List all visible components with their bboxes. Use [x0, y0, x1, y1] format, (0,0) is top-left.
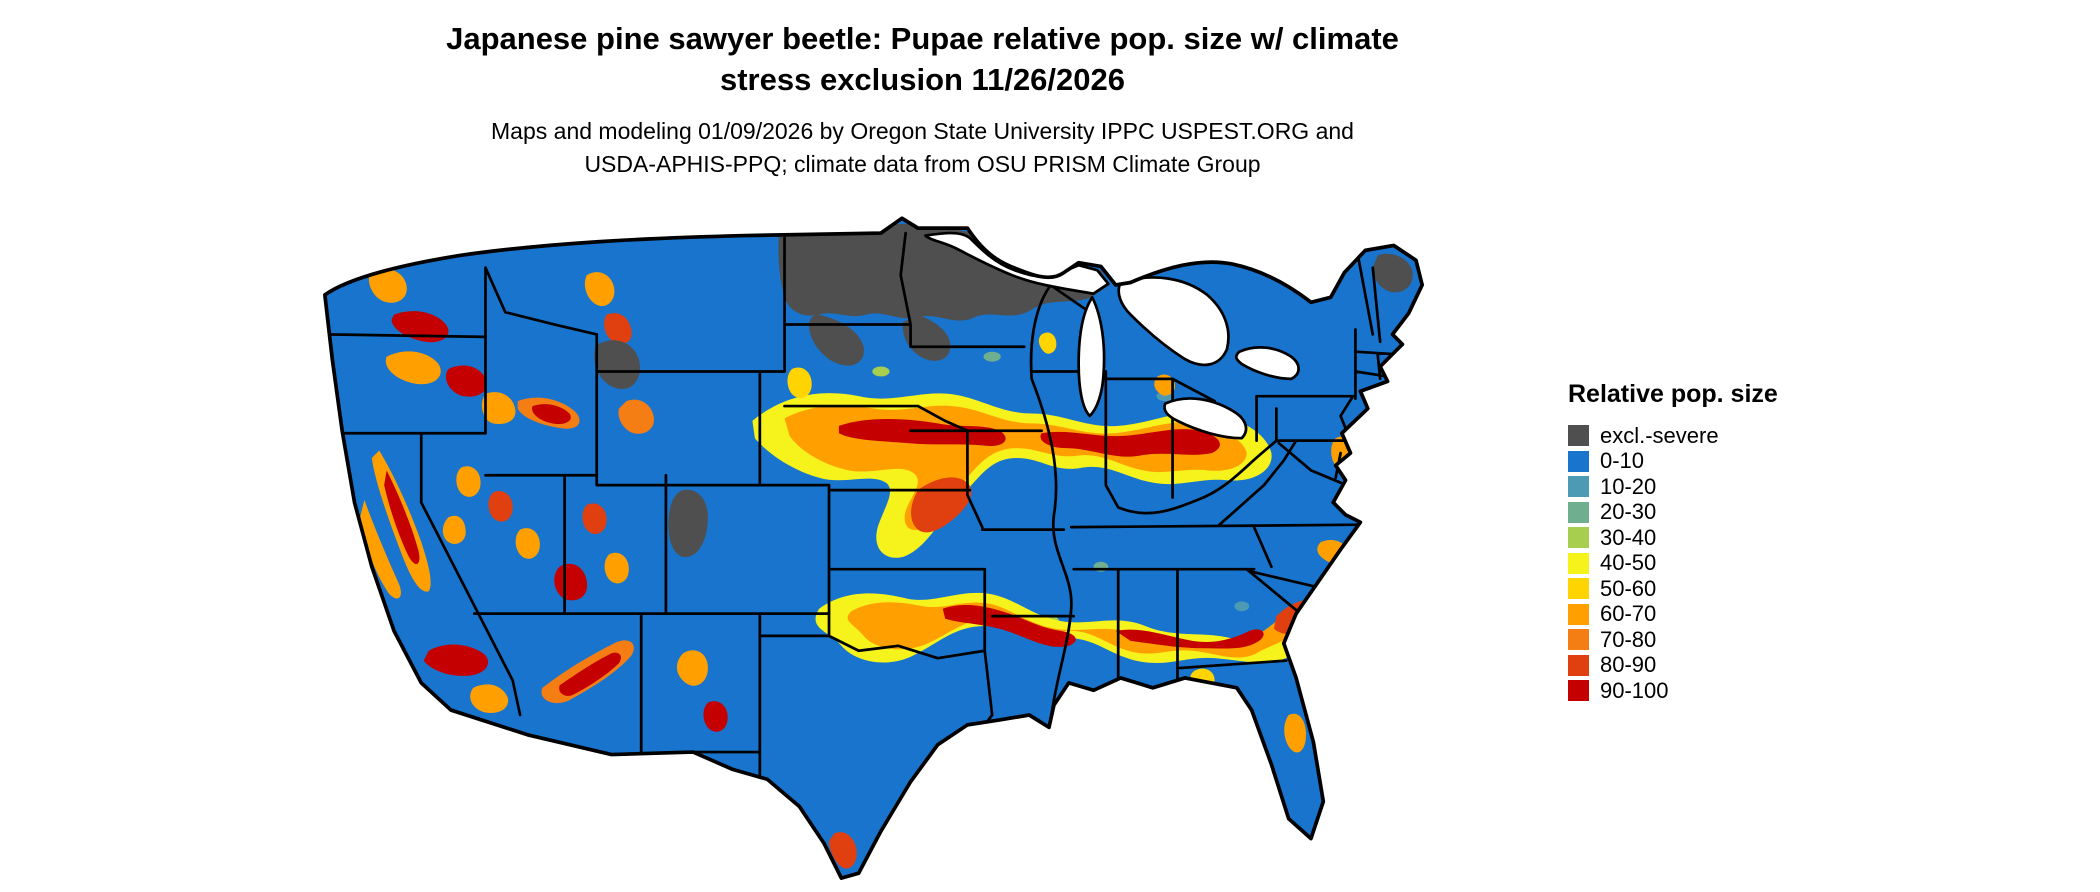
map-subtitle-line-1: Maps and modeling 01/09/2026 by Oregon S…: [491, 118, 1354, 144]
legend-swatch-excl-severe: [1568, 425, 1589, 447]
legend-swatch-70-80: [1568, 629, 1589, 651]
map-header: Japanese pine sawyer beetle: Pupae relat…: [0, 18, 1845, 181]
legend-swatch-90-100: [1568, 680, 1589, 702]
legend-item: 70-80: [1568, 627, 1888, 653]
legend-swatch-60-70: [1568, 603, 1589, 625]
legend-label: 80-90: [1600, 652, 1657, 678]
great-lakes: [924, 231, 1300, 440]
legend-item: 50-60: [1568, 576, 1888, 602]
state-borders: [325, 231, 1397, 781]
legend-swatch-10-20: [1568, 476, 1589, 498]
lake-michigan: [1077, 295, 1106, 418]
legend-title: Relative pop. size: [1568, 380, 1778, 408]
legend-item: excl.-severe: [1568, 423, 1888, 449]
map-region-excl-severe: [594, 223, 1413, 558]
legend-label: 10-20: [1600, 473, 1657, 499]
legend-swatch-80-90: [1568, 654, 1589, 676]
legend-label: 90-100: [1600, 677, 1669, 703]
legend-label: excl.-severe: [1600, 422, 1719, 448]
legend-swatch-40-50: [1568, 552, 1589, 574]
legend-label: 70-80: [1600, 626, 1657, 652]
legend-item: 0-10: [1568, 448, 1888, 475]
lake-ontario: [1234, 346, 1300, 381]
legend-label: 30-40: [1600, 524, 1657, 550]
map-subtitle-line-2: USDA-APHIS-PPQ; climate data from OSU PR…: [584, 151, 1261, 177]
legend-item: 80-90: [1568, 652, 1888, 679]
legend-item: 40-50: [1568, 550, 1888, 577]
legend: Relative pop. size excl.-severe 0-10 10-…: [1568, 380, 1888, 704]
map-region-0-10-base: [324, 218, 1423, 879]
legend-item: 90-100: [1568, 678, 1888, 704]
legend-label: 50-60: [1600, 575, 1657, 601]
legend-label: 20-30: [1600, 499, 1657, 525]
lake-erie: [1163, 397, 1248, 440]
lake-superior: [924, 231, 1110, 295]
legend-swatch-50-60: [1568, 578, 1589, 600]
legend-label: 0-10: [1600, 448, 1645, 474]
us-conus-map: [298, 196, 1538, 888]
legend-item: 20-30: [1568, 499, 1888, 526]
legend-item: 10-20: [1568, 474, 1888, 500]
legend-swatch-20-30: [1568, 501, 1589, 523]
legend-item: 30-40: [1568, 525, 1888, 551]
map-region-90-100: [384, 311, 1264, 846]
legend-label: 40-50: [1600, 550, 1657, 576]
lake-huron: [1117, 276, 1230, 367]
legend-swatch-0-10: [1568, 450, 1589, 472]
legend-swatch-30-40: [1568, 527, 1589, 549]
legend-label: 60-70: [1600, 601, 1657, 627]
us-conus-map-svg: [323, 216, 1425, 880]
legend-item: 60-70: [1568, 601, 1888, 628]
map-subtitle: Maps and modeling 01/09/2026 by Oregon S…: [0, 115, 1845, 181]
map-title-line-1: Japanese pine sawyer beetle: Pupae relat…: [446, 21, 1399, 56]
us-outline: [323, 216, 1425, 880]
map-title-line-2: stress exclusion 11/26/2026: [719, 62, 1125, 97]
